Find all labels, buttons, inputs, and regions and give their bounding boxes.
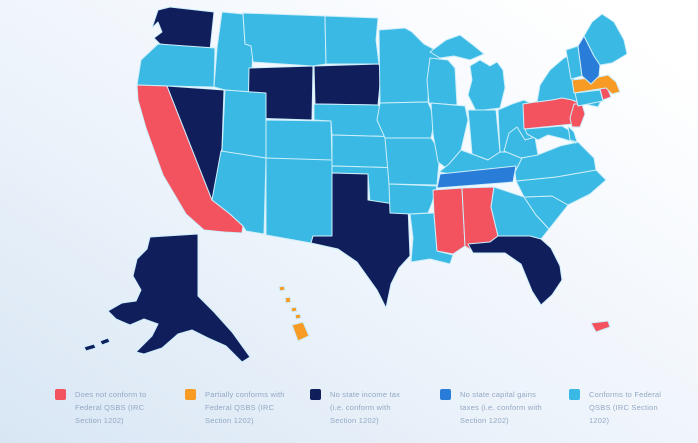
legend-label-partial: Partially conforms with Federal QSBS (IRC…	[205, 388, 305, 427]
state-ak[interactable]: Alaska	[83, 343, 97, 352]
legend-swatch-partial	[185, 389, 196, 400]
state-ut[interactable]: Utah	[221, 89, 267, 159]
legend-label-line: Partially conforms with	[205, 390, 285, 399]
legend-label-not_conform: Does not conform to Federal QSBS (IRC Sect…	[75, 388, 175, 427]
legend-label-line: No state capital gains	[460, 390, 537, 399]
state-co[interactable]: Colorado	[265, 119, 333, 165]
legend-label-conforms: Conforms to Federal QSBS (IRC Section 1202…	[589, 388, 689, 427]
state-ar[interactable]: Arkansas	[388, 183, 438, 215]
legend-label-no_income_tax: No state income tax (i.e. conform with Sec…	[330, 388, 430, 427]
state-pr[interactable]: Puerto Rico	[590, 320, 611, 333]
state-wi[interactable]: Wisconsin	[426, 57, 458, 106]
state-mi[interactable]: Michigan	[429, 34, 485, 61]
state-mt[interactable]: Montana	[242, 12, 327, 67]
state-md[interactable]: Maryland	[524, 125, 577, 144]
state-hi[interactable]: Hawaii	[290, 306, 298, 313]
legend-label-line: Section 1202)	[460, 416, 509, 425]
legend-label-line: Federal QSBS (IRC	[205, 403, 275, 412]
legend-label-line: Does not conform to	[75, 390, 147, 399]
legend: Does not conform to Federal QSBS (IRC Sect…	[0, 388, 698, 440]
state-wv[interactable]: West Virginia	[503, 126, 539, 159]
state-nd[interactable]: North Dakota	[324, 15, 380, 65]
legend-item-no_income_tax: No state income tax (i.e. conform with Sec…	[310, 388, 430, 427]
state-or[interactable]: Oregon	[136, 43, 216, 88]
legend-swatch-no_cap_gains	[440, 389, 451, 400]
state-de[interactable]: Delaware	[567, 125, 578, 143]
legend-swatch-no_income_tax	[310, 389, 321, 400]
legend-label-line: 1202)	[589, 416, 610, 425]
legend-swatch-not_conform	[55, 389, 66, 400]
state-ia[interactable]: Iowa	[376, 101, 436, 139]
legend-item-partial: Partially conforms with Federal QSBS (IRC…	[185, 388, 305, 427]
state-ak[interactable]: Alaska	[99, 337, 111, 346]
legend-item-conforms: Conforms to Federal QSBS (IRC Section 1202…	[569, 388, 689, 427]
legend-label-line: (i.e. conform with	[330, 403, 391, 412]
legend-label-line: Federal QSBS (IRC	[75, 403, 145, 412]
state-mi[interactable]: Michigan	[467, 59, 506, 112]
legend-label-line: No state income tax	[330, 390, 401, 399]
state-me[interactable]: Maine	[583, 13, 628, 66]
legend-label-no_cap_gains: No state capital gains taxes (i.e. confor…	[460, 388, 560, 427]
state-tx[interactable]: Texas	[310, 172, 411, 309]
state-nm[interactable]: New Mexico	[265, 157, 333, 244]
state-ak[interactable]: Alaska	[107, 233, 251, 363]
legend-item-not_conform: Does not conform to Federal QSBS (IRC Sect…	[55, 388, 175, 427]
state-hi[interactable]: Hawaii	[291, 321, 310, 342]
state-ms[interactable]: Mississippi	[432, 187, 466, 255]
legend-label-line: taxes (i.e. conform with	[460, 403, 542, 412]
legend-label-line: Section 1202)	[330, 416, 379, 425]
legend-label-line: Section 1202)	[75, 416, 124, 425]
legend-label-line: Section 1202)	[205, 416, 254, 425]
state-tn[interactable]: Tennessee	[436, 165, 517, 189]
state-hi[interactable]: Hawaii	[294, 313, 302, 320]
state-fl[interactable]: Florida	[467, 235, 563, 306]
state-in[interactable]: Indiana	[467, 109, 501, 161]
state-ct[interactable]: Connecticut	[574, 89, 604, 107]
state-mo[interactable]: Missouri	[384, 137, 441, 186]
state-hi[interactable]: Hawaii	[284, 296, 292, 304]
state-wa[interactable]: Washington	[151, 6, 215, 51]
state-hi[interactable]: Hawaii	[278, 285, 286, 292]
legend-swatch-conforms	[569, 389, 580, 400]
state-sd[interactable]: South Dakota	[313, 63, 382, 106]
state-ma[interactable]: Massachusetts	[571, 74, 621, 95]
legend-item-no_cap_gains: No state capital gains taxes (i.e. confor…	[440, 388, 560, 427]
legend-label-line: Conforms to Federal	[589, 390, 662, 399]
legend-label-line: QSBS (IRC Section	[589, 403, 658, 412]
